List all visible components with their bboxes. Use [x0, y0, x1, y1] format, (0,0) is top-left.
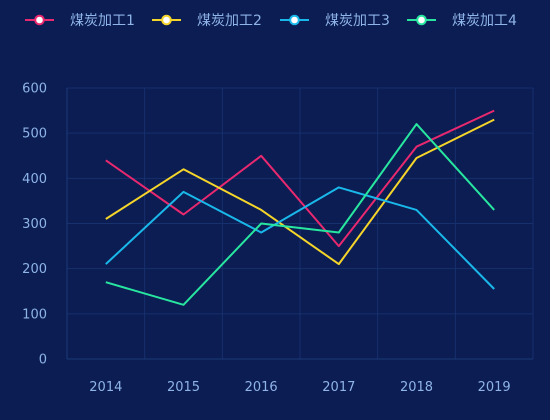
x-axis: 2014 2015 2016 2017 2018 2019 [67, 358, 533, 395]
legend-label: 煤炭加工3 [325, 13, 390, 29]
y-tick-label: 400 [22, 172, 47, 187]
chart-legend: 煤炭加工1 煤炭加工2 煤炭加工3 煤炭加工4 [25, 13, 517, 29]
legend-marker-icon [289, 14, 300, 26]
legend-label: 煤炭加工1 [70, 13, 135, 29]
legend-marker-icon [416, 14, 427, 26]
x-tick-label: 2018 [400, 380, 433, 395]
legend-item-4[interactable]: 煤炭加工4 [407, 13, 517, 29]
legend-item-2[interactable]: 煤炭加工2 [152, 13, 262, 29]
series-line-2 [105, 118, 495, 266]
y-tick-label: 200 [22, 262, 47, 277]
series-line-3 [105, 186, 495, 290]
legend-item-1[interactable]: 煤炭加工1 [25, 13, 135, 29]
x-tick-label: 2014 [89, 380, 122, 395]
series-line-1 [105, 109, 495, 248]
legend-marker-icon [34, 14, 45, 26]
legend-item-3[interactable]: 煤炭加工3 [280, 13, 390, 29]
legend-label: 煤炭加工2 [197, 13, 262, 29]
x-tick-label: 2016 [245, 380, 278, 395]
x-tick-label: 2017 [322, 380, 355, 395]
chart-grid [66, 87, 534, 359]
legend-label: 煤炭加工4 [452, 13, 517, 29]
y-tick-label: 0 [39, 353, 47, 368]
series-line-4 [105, 123, 495, 306]
y-tick-label: 100 [22, 307, 47, 322]
x-tick-label: 2015 [167, 380, 200, 395]
y-axis: 0 100 200 300 400 500 600 [22, 82, 68, 368]
y-tick-label: 600 [22, 82, 47, 97]
y-tick-label: 300 [22, 217, 47, 232]
chart-series [105, 109, 495, 306]
x-tick-label: 2019 [478, 380, 511, 395]
legend-marker-icon [161, 14, 172, 26]
y-tick-label: 500 [22, 127, 47, 142]
